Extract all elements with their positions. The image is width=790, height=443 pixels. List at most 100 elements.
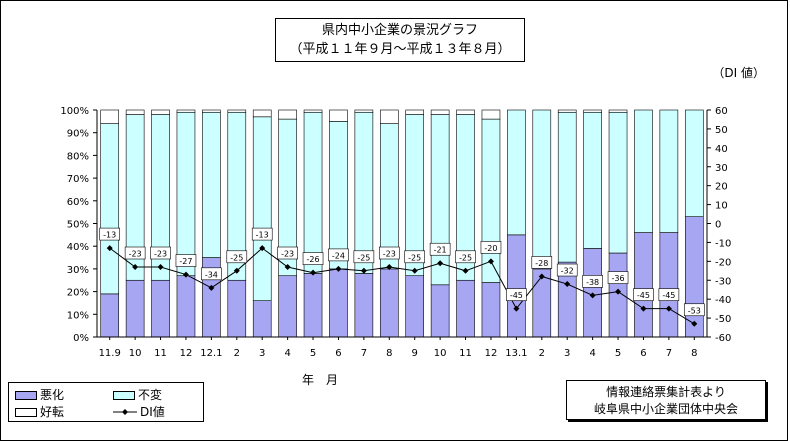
x-tick-label: 11 xyxy=(459,348,472,359)
x-tick-label: 5 xyxy=(615,348,621,359)
di-data-label: -21 xyxy=(434,246,447,255)
di-data-label: -23 xyxy=(383,250,396,259)
bar-segment-unchanged xyxy=(481,118,501,283)
di-data-label: -26 xyxy=(307,255,320,264)
di-line-layer: -13 -23 -23 -27 -34 -25 -13 -23 -26 -24 -25 -23 -25 -… xyxy=(99,227,705,327)
di-data-label: -32 xyxy=(561,267,574,276)
x-tick-label: 2 xyxy=(234,348,240,359)
x-tick-label: 10 xyxy=(434,348,447,359)
di-label-box xyxy=(683,303,705,317)
bar-segment-better xyxy=(481,109,501,120)
bar-segment-worse xyxy=(176,275,196,338)
bar-segment-better xyxy=(608,109,628,113)
di-point xyxy=(411,267,418,274)
di-data-label: -28 xyxy=(535,259,548,268)
di-point xyxy=(233,267,240,274)
bar-segment-better xyxy=(557,109,577,113)
bar-segment-worse xyxy=(100,293,120,338)
bar-segment-worse xyxy=(634,232,653,338)
legend-label-worse: 悪化 xyxy=(40,388,65,402)
bar-segment-worse xyxy=(151,279,170,338)
bar-segment-unchanged xyxy=(354,111,374,274)
di-data-label: -25 xyxy=(459,253,472,262)
y-left-tick-label: 70% xyxy=(67,174,89,185)
chart-title-box: 県内中小企業の景況グラフ （平成１１年９月～平成１３年８月） xyxy=(275,18,525,62)
di-data-label: -25 xyxy=(357,253,370,262)
x-tick-label: 6 xyxy=(335,348,341,359)
di-label-box xyxy=(302,252,324,265)
legend-item-unchanged: 不変 xyxy=(113,388,162,402)
bars-layer xyxy=(100,109,704,338)
y-right-tick-label: 0 xyxy=(715,220,721,231)
y-left-tick-label: 20% xyxy=(67,288,89,299)
legend-label-better: 好転 xyxy=(40,405,65,419)
bar-segment-worse xyxy=(684,216,704,338)
y-right-tick-label: -30 xyxy=(715,276,731,287)
di-point xyxy=(691,320,698,327)
legend-swatch-di xyxy=(113,409,137,415)
bar-segment-unchanged xyxy=(507,109,526,236)
di-label-box xyxy=(404,250,426,264)
di-point xyxy=(284,264,291,271)
source-line-2: 岐阜県中小企業団体中央会 xyxy=(593,402,738,416)
y-left-tick-label: 80% xyxy=(67,151,89,162)
di-data-label: -23 xyxy=(154,250,167,259)
di-point xyxy=(615,288,622,295)
source-box: 情報連絡票集計表より 岐阜県中小企業団体中央会 xyxy=(566,380,766,420)
legend-swatch-worse xyxy=(15,391,37,400)
di-data-label: -24 xyxy=(332,251,345,260)
x-tick-label: 7 xyxy=(666,348,672,359)
x-tick-label: 12 xyxy=(180,348,193,359)
di-point xyxy=(564,281,571,288)
bar-segment-unchanged xyxy=(176,111,196,277)
bar-segment-better xyxy=(456,109,475,115)
bar-segment-unchanged xyxy=(557,111,577,263)
axes-layer: 0%10%20%30%40%50%60%70%80%90%100% 6050403… xyxy=(60,65,765,387)
y-left-tick-label: 10% xyxy=(67,310,89,321)
di-point xyxy=(538,273,545,280)
bar-segment-worse xyxy=(405,275,425,338)
di-data-label: -27 xyxy=(179,257,192,266)
di-label-box xyxy=(328,248,349,262)
di-point xyxy=(360,267,367,274)
bar-segment-unchanged xyxy=(684,109,704,217)
bar-segment-better xyxy=(125,109,145,115)
chart-subtitle: （平成１１年９月～平成１３年８月） xyxy=(289,42,511,57)
bar-segment-worse xyxy=(303,273,323,338)
di-point xyxy=(182,271,189,278)
x-tick-label: 3 xyxy=(259,348,265,359)
bar-segment-unchanged xyxy=(303,111,323,274)
bar-segment-better xyxy=(278,109,297,120)
di-point xyxy=(259,245,266,252)
di-data-label: -23 xyxy=(129,250,142,259)
x-tick-label: 9 xyxy=(412,348,418,359)
bar-segment-better xyxy=(329,109,348,122)
di-point xyxy=(310,269,317,276)
y-left-tick-label: 50% xyxy=(67,220,89,231)
bar-segment-better xyxy=(354,109,374,113)
di-point xyxy=(335,265,342,272)
di-point xyxy=(157,264,164,271)
y-left-tick-label: 40% xyxy=(67,242,89,253)
di-label-box xyxy=(150,246,171,260)
y-left-tick-label: 100% xyxy=(60,106,89,117)
bar-segment-worse xyxy=(354,273,374,338)
bar-segment-worse xyxy=(278,275,297,338)
di-point xyxy=(462,267,469,274)
di-point xyxy=(208,284,215,291)
bar-segment-worse xyxy=(125,279,145,338)
bar-segment-better xyxy=(176,109,196,113)
x-tick-label: 4 xyxy=(589,348,595,359)
chart-title: 県内中小企業の景況グラフ xyxy=(321,23,478,38)
di-point xyxy=(386,264,393,271)
di-data-label: -13 xyxy=(256,231,269,240)
y-right-axis-label: （DI 値） xyxy=(712,65,765,80)
legend: 悪化 不変 好転 DI値 xyxy=(8,382,204,422)
y-right-tick-label: 20 xyxy=(715,182,728,193)
bar-segment-better xyxy=(100,109,120,124)
bar-segment-unchanged xyxy=(659,109,679,233)
bar-segment-unchanged xyxy=(583,111,602,249)
x-tick-label: 11 xyxy=(154,348,167,359)
di-point xyxy=(589,292,596,299)
di-data-label: -45 xyxy=(662,291,675,300)
